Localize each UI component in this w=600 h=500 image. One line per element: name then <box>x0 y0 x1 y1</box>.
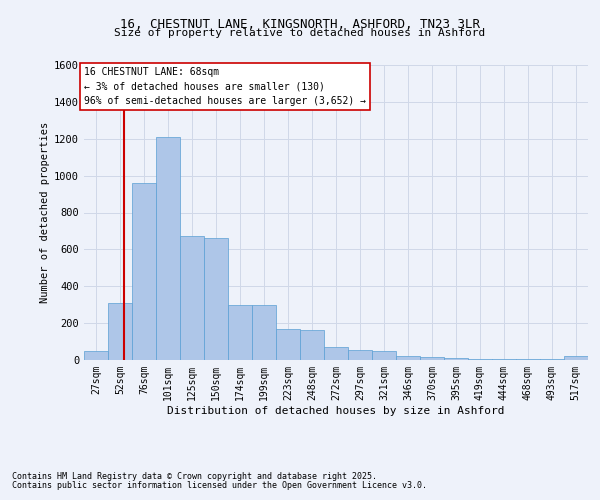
Text: 16 CHESTNUT LANE: 68sqm
← 3% of detached houses are smaller (130)
96% of semi-de: 16 CHESTNUT LANE: 68sqm ← 3% of detached… <box>84 67 366 106</box>
Bar <box>515 359 540 360</box>
Bar <box>419 357 444 360</box>
Y-axis label: Number of detached properties: Number of detached properties <box>40 122 50 303</box>
Text: 16, CHESTNUT LANE, KINGSNORTH, ASHFORD, TN23 3LR: 16, CHESTNUT LANE, KINGSNORTH, ASHFORD, … <box>120 18 480 30</box>
Bar <box>300 330 324 360</box>
Bar <box>84 351 109 360</box>
Bar <box>396 356 419 360</box>
Bar <box>132 183 157 360</box>
Bar <box>109 303 132 360</box>
Bar <box>157 137 180 360</box>
Bar <box>205 238 228 360</box>
Bar <box>563 356 588 360</box>
Bar <box>372 351 396 360</box>
Bar <box>348 350 372 360</box>
Text: Size of property relative to detached houses in Ashford: Size of property relative to detached ho… <box>115 28 485 38</box>
Bar <box>253 304 276 360</box>
Bar <box>492 359 515 360</box>
X-axis label: Distribution of detached houses by size in Ashford: Distribution of detached houses by size … <box>167 406 505 415</box>
Bar <box>228 304 253 360</box>
Text: Contains HM Land Registry data © Crown copyright and database right 2025.: Contains HM Land Registry data © Crown c… <box>12 472 377 481</box>
Bar <box>540 359 563 360</box>
Bar <box>276 328 300 360</box>
Bar <box>324 347 348 360</box>
Bar <box>444 358 467 360</box>
Text: Contains public sector information licensed under the Open Government Licence v3: Contains public sector information licen… <box>12 481 427 490</box>
Bar <box>467 359 492 360</box>
Bar <box>180 236 205 360</box>
